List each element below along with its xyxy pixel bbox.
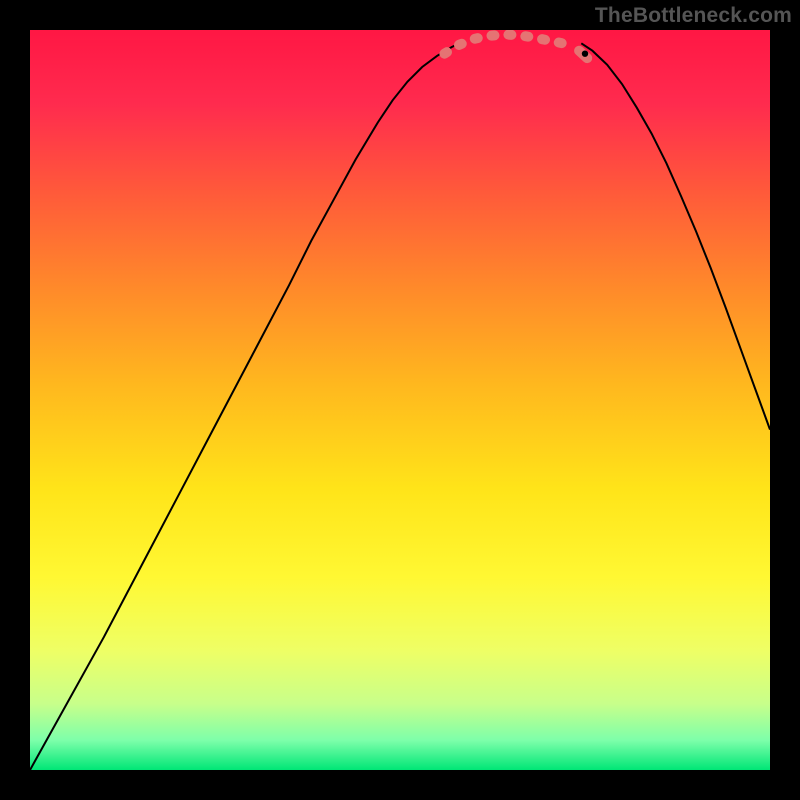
valley-highlight — [444, 34, 562, 53]
curve-left — [30, 42, 463, 770]
watermark-text: TheBottleneck.com — [595, 4, 792, 28]
optimal-point-marker — [582, 50, 588, 56]
plot-area — [30, 30, 770, 770]
curve-right — [581, 43, 770, 429]
bottleneck-chart: TheBottleneck.com — [0, 0, 800, 800]
curve-layer — [30, 30, 770, 770]
